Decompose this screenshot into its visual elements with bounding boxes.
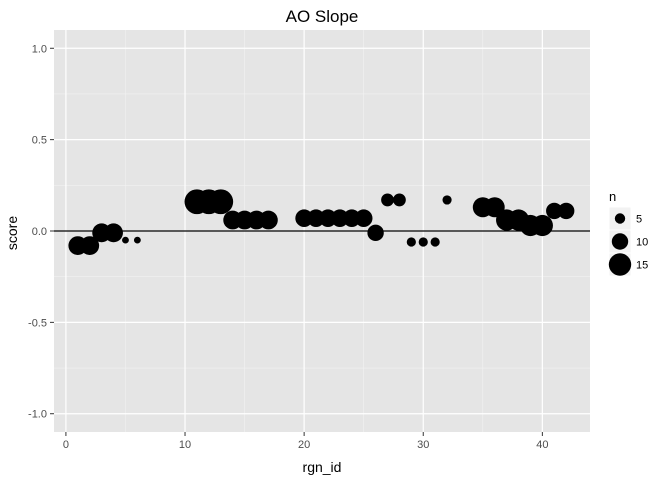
y-axis-ticks: -1.0 -0.5 0.0 0.5 1.0 (28, 43, 54, 421)
legend-label: 5 (636, 214, 642, 226)
data-point (531, 214, 553, 237)
data-point (393, 193, 406, 207)
y-tick-label: -1.0 (28, 409, 47, 421)
data-points (68, 189, 575, 256)
x-axis-ticks: 0 10 20 30 40 (63, 432, 548, 451)
data-point (122, 236, 129, 244)
data-point (442, 195, 452, 205)
data-point (80, 236, 100, 256)
data-point (546, 202, 563, 220)
data-point (406, 237, 416, 247)
legend-label: 15 (636, 260, 648, 272)
y-tick-label: -0.5 (28, 317, 47, 329)
legend-key-point (611, 233, 629, 250)
data-point (259, 210, 278, 230)
data-point (418, 237, 428, 247)
legend-title: n (609, 189, 616, 204)
size-legend: n 5 10 15 (608, 189, 648, 277)
y-tick-label: 0.0 (32, 226, 47, 238)
x-tick-label: 0 (63, 439, 69, 451)
x-tick-label: 20 (298, 439, 310, 451)
x-tick-label: 30 (417, 439, 429, 451)
data-point (557, 202, 575, 220)
data-point (381, 193, 394, 207)
x-axis-title: rgn_id (303, 459, 342, 475)
y-tick-label: 0.5 (32, 135, 47, 147)
x-tick-label: 40 (536, 439, 548, 451)
legend-label: 10 (636, 237, 648, 249)
data-point (104, 223, 123, 243)
data-point (367, 224, 384, 242)
data-point (133, 236, 141, 244)
legend-key-point (614, 213, 626, 224)
data-point (208, 189, 234, 215)
data-point (354, 209, 373, 228)
data-point (430, 237, 440, 247)
y-axis-title: score (4, 216, 20, 250)
chart-title: AO Slope (286, 7, 359, 26)
x-tick-label: 10 (179, 439, 191, 451)
legend-key-point (608, 253, 632, 276)
y-tick-label: 1.0 (32, 43, 47, 55)
